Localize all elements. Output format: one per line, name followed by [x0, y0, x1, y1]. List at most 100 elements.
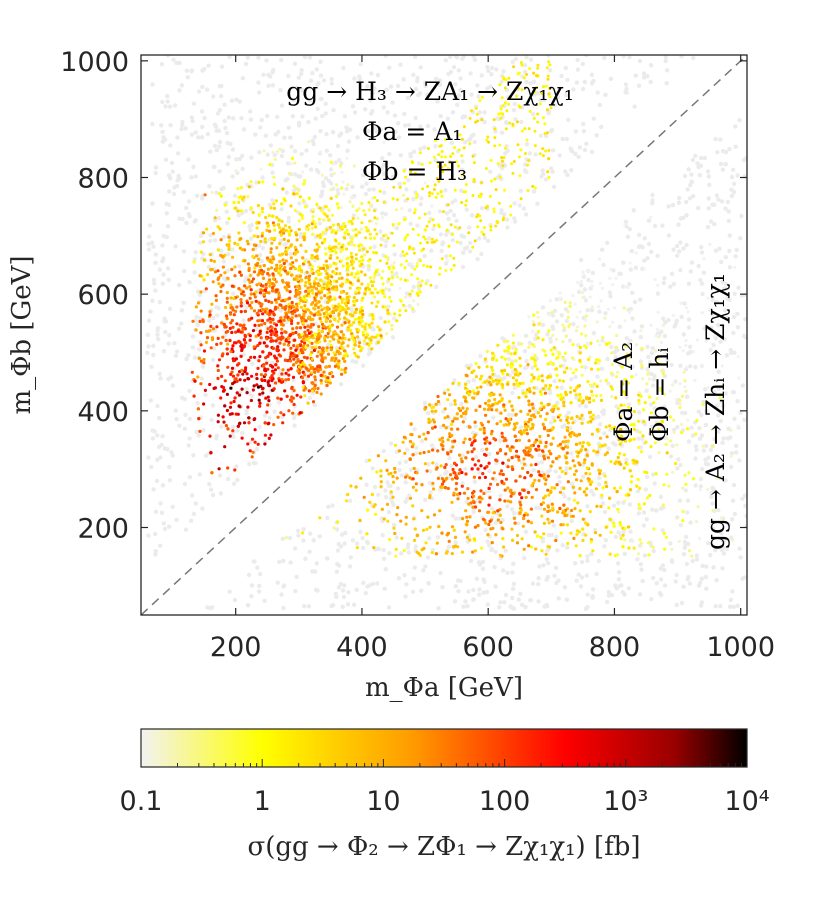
data-point [288, 359, 293, 363]
data-point [565, 172, 570, 178]
data-point [247, 421, 251, 425]
data-point [307, 395, 313, 401]
data-point [518, 188, 523, 194]
data-point [338, 317, 341, 321]
data-point [186, 157, 191, 162]
data-point [584, 573, 589, 578]
data-point [261, 312, 265, 316]
data-point [251, 329, 256, 333]
data-point [333, 318, 337, 322]
data-point [336, 563, 342, 568]
data-point [271, 272, 275, 276]
data-point [238, 421, 242, 425]
data-point [720, 167, 726, 172]
data-point [323, 246, 327, 251]
data-point [234, 309, 238, 313]
data-point [310, 341, 314, 345]
data-point [350, 104, 356, 109]
data-point [458, 76, 463, 81]
data-point [193, 174, 198, 179]
data-point [261, 387, 265, 391]
data-point [329, 81, 335, 86]
data-point [626, 402, 631, 407]
data-point [696, 263, 701, 269]
data-point [155, 433, 160, 438]
data-point [307, 315, 311, 319]
data-point [262, 341, 266, 345]
data-point [498, 600, 503, 605]
data-point [305, 307, 309, 311]
data-point [481, 577, 486, 582]
data-point [146, 455, 151, 460]
data-point [688, 269, 693, 274]
data-point [329, 325, 333, 329]
data-point [222, 102, 227, 107]
data-point [544, 149, 548, 153]
data-point [292, 344, 296, 348]
data-point [398, 62, 403, 67]
data-point [339, 205, 344, 209]
data-point [268, 143, 273, 148]
data-point [702, 257, 706, 261]
data-point [455, 240, 459, 244]
data-point [579, 575, 585, 580]
data-point [446, 203, 450, 207]
data-point [444, 269, 448, 272]
data-point [582, 79, 587, 85]
data-point [323, 294, 327, 298]
data-point [429, 283, 433, 287]
data-point [391, 223, 395, 227]
data-point [295, 326, 299, 330]
data-point [245, 301, 250, 305]
data-point [737, 118, 742, 123]
data-point [720, 279, 725, 284]
data-point [416, 286, 422, 292]
data-point [335, 267, 339, 271]
data-point [320, 279, 324, 283]
data-point [291, 411, 295, 415]
data-point [292, 357, 296, 361]
data-point [542, 604, 547, 609]
data-point [237, 404, 241, 408]
data-point [275, 288, 279, 292]
data-point [324, 556, 330, 561]
data-point [312, 134, 317, 140]
data-point [406, 542, 411, 547]
data-point [389, 299, 393, 303]
data-point [275, 580, 280, 585]
data-point [679, 600, 685, 606]
data-point [606, 590, 611, 595]
data-point [460, 264, 466, 270]
data-point [453, 540, 458, 545]
data-point [723, 282, 729, 287]
data-point [224, 209, 229, 214]
data-point [226, 476, 231, 482]
data-point [337, 157, 342, 163]
data-point [483, 226, 486, 230]
data-point [162, 319, 167, 324]
data-point [292, 97, 297, 103]
data-point [294, 348, 298, 352]
data-point [502, 216, 506, 220]
data-point [359, 227, 363, 231]
data-point [493, 136, 497, 140]
data-point [163, 157, 169, 162]
data-point [690, 433, 696, 438]
data-point [153, 165, 159, 170]
data-point [589, 308, 595, 313]
data-point [160, 434, 165, 439]
data-point [340, 186, 344, 190]
data-point [510, 412, 515, 418]
data-point [270, 198, 275, 203]
data-point [301, 538, 306, 543]
data-point [458, 240, 463, 246]
data-point [146, 247, 152, 252]
data-point [147, 223, 153, 228]
data-point [272, 175, 276, 179]
data-point [603, 92, 608, 98]
data-point [616, 500, 621, 505]
data-point [214, 298, 218, 302]
data-point [375, 581, 380, 586]
data-point [427, 536, 432, 541]
data-point [435, 535, 441, 540]
